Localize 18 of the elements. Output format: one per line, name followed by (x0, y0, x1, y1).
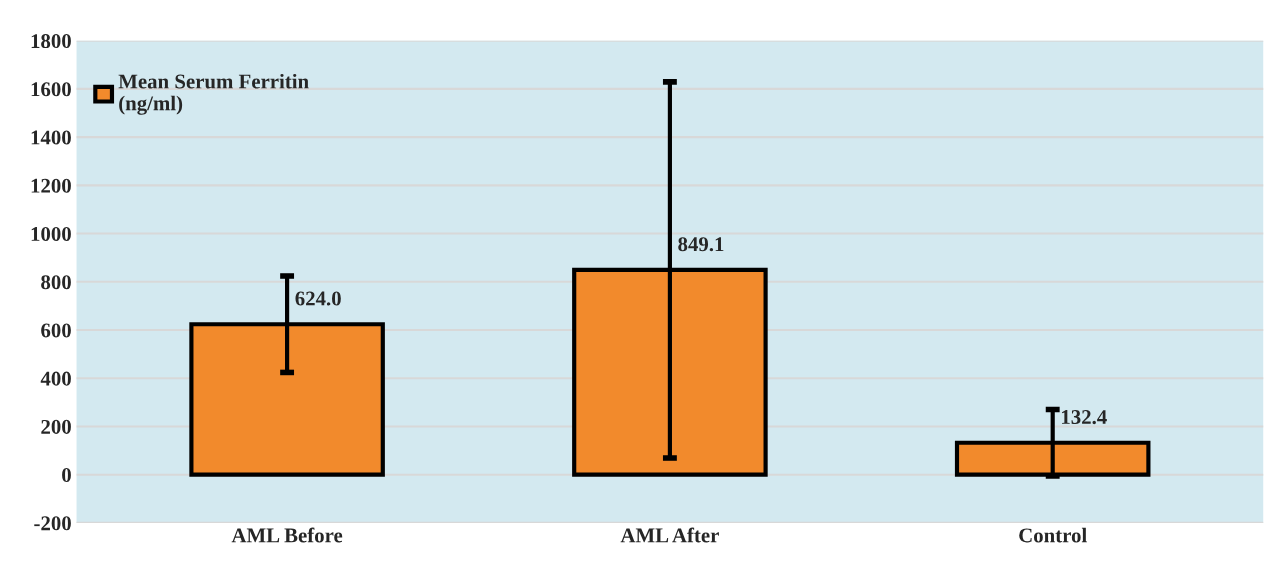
y-tick-label: 0 (62, 468, 71, 483)
y-tick-label: 400 (40, 371, 71, 386)
x-tick-label: AML After (620, 527, 719, 543)
y-tick-label: 1400 (31, 130, 71, 145)
legend-label: Mean Serum Ferritin (ng/ml) (118, 73, 309, 115)
x-tick-label: Control (1019, 527, 1087, 543)
y-tick-label: -200 (34, 516, 71, 531)
data-label: 132.4 (1062, 410, 1107, 425)
data-label: 849.1 (678, 237, 724, 252)
y-tick-label: 1000 (31, 226, 71, 241)
y-tick-label: 800 (41, 275, 71, 290)
x-tick-label: AML Before (231, 527, 343, 543)
y-tick-label: 1600 (31, 82, 71, 97)
y-tick-label: 1800 (31, 34, 71, 49)
y-tick-label: 1200 (31, 178, 71, 193)
y-tick-label: 200 (41, 419, 71, 434)
data-label: 624.0 (295, 291, 341, 306)
y-tick-label: 600 (41, 323, 71, 338)
